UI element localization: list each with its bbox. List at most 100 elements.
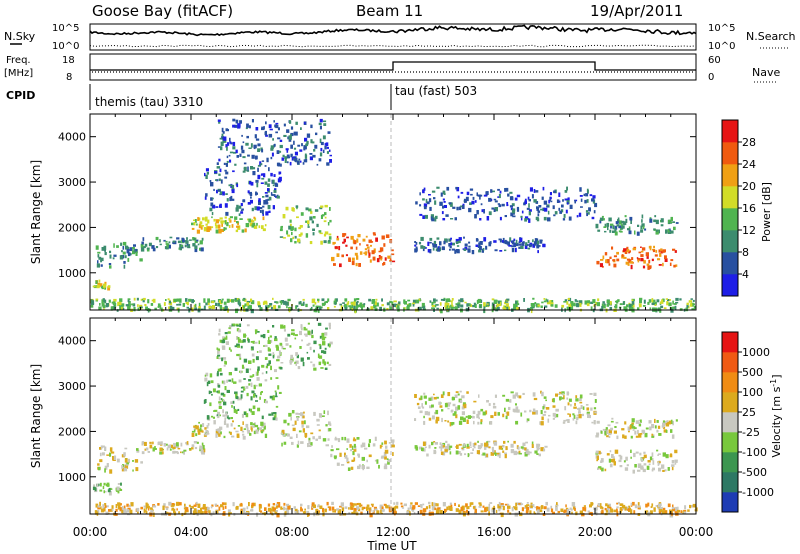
velocity-cell bbox=[137, 511, 139, 514]
power-cell bbox=[497, 203, 500, 205]
time-tick-label: 00:00 bbox=[679, 525, 714, 539]
power-cell bbox=[339, 303, 342, 306]
velocity-cell bbox=[533, 511, 535, 514]
power-cell bbox=[420, 245, 424, 249]
velocity-cell bbox=[329, 423, 332, 426]
velocity-cell bbox=[618, 501, 620, 505]
velocity-cell bbox=[642, 468, 646, 473]
velocity-cell bbox=[509, 400, 511, 403]
power-cell bbox=[157, 306, 160, 308]
power-cell bbox=[381, 298, 383, 302]
velocity-cell bbox=[605, 427, 608, 432]
power-cell bbox=[641, 250, 644, 253]
velocity-cell bbox=[370, 503, 374, 506]
velocity-cell bbox=[123, 467, 128, 472]
power-cell bbox=[532, 297, 535, 300]
velocity-cell bbox=[452, 413, 456, 416]
velocity-cell bbox=[193, 441, 198, 444]
velocity-cell bbox=[234, 367, 238, 371]
power-cell bbox=[313, 149, 316, 152]
velocity-cell bbox=[540, 390, 542, 394]
velocity-cell bbox=[104, 490, 107, 493]
power-cell bbox=[267, 188, 270, 192]
velocity-cell bbox=[644, 510, 649, 514]
velocity-cell bbox=[331, 445, 333, 448]
power-cell bbox=[675, 301, 679, 304]
velocity-cell bbox=[471, 416, 475, 419]
velocity-cell bbox=[227, 331, 231, 334]
velocity-cell bbox=[339, 452, 342, 457]
velocity-cell bbox=[580, 405, 583, 409]
velocity-cell bbox=[627, 508, 630, 511]
power-cell bbox=[636, 231, 640, 236]
velocity-cell bbox=[651, 457, 654, 461]
velocity-cell bbox=[566, 508, 570, 513]
power-cell bbox=[291, 157, 294, 161]
power-cell bbox=[224, 216, 227, 219]
noise-left-tick-top: 10^5 bbox=[52, 23, 79, 34]
power-cell bbox=[194, 240, 198, 243]
velocity-cell bbox=[380, 512, 383, 515]
power-cell bbox=[225, 193, 228, 195]
power-cell bbox=[272, 179, 275, 184]
velocity-cell bbox=[223, 399, 225, 403]
power-cell bbox=[211, 301, 215, 304]
velocity-cell bbox=[604, 507, 607, 511]
power-cell bbox=[434, 304, 437, 308]
power-cell bbox=[273, 305, 277, 310]
power-cell bbox=[673, 264, 676, 268]
power-cell bbox=[358, 263, 361, 267]
power-cell bbox=[656, 229, 658, 232]
velocity-cell bbox=[418, 397, 422, 401]
velocity-cell bbox=[491, 446, 494, 450]
power-cell bbox=[312, 304, 315, 307]
power-cell bbox=[250, 300, 255, 305]
power-cell bbox=[280, 163, 282, 167]
power-cell bbox=[488, 211, 492, 216]
power-cell bbox=[586, 303, 590, 307]
velocity-cell bbox=[384, 440, 387, 445]
power-cell bbox=[406, 304, 411, 307]
power-cell bbox=[617, 217, 620, 221]
velocity-cell bbox=[202, 448, 206, 453]
velocity-cell bbox=[507, 503, 510, 506]
power-cell bbox=[464, 301, 467, 304]
power-cell bbox=[270, 306, 273, 310]
freq-series-line bbox=[90, 61, 696, 71]
power-cell bbox=[278, 171, 282, 175]
power-cell bbox=[674, 250, 677, 253]
power-cell bbox=[328, 149, 331, 152]
power-cell bbox=[541, 196, 544, 200]
cpid-segment-2: tau (fast) 503 bbox=[395, 84, 477, 98]
power-cell bbox=[660, 305, 664, 309]
velocity-cell bbox=[661, 425, 664, 428]
velocity-cell bbox=[447, 420, 450, 423]
power-cell bbox=[198, 308, 201, 311]
velocity-cell bbox=[477, 445, 481, 449]
velocity-cell bbox=[456, 444, 459, 449]
velocity-cell bbox=[536, 443, 540, 448]
velocity-cell bbox=[478, 394, 480, 398]
velocity-cell bbox=[253, 384, 256, 390]
velocity-cell bbox=[279, 342, 283, 346]
power-cell bbox=[265, 194, 269, 198]
velocity-cell bbox=[308, 437, 311, 442]
power-cell bbox=[243, 305, 245, 310]
velocity-cell bbox=[337, 509, 342, 514]
velocity-cell bbox=[230, 349, 232, 352]
velocity-cell bbox=[196, 441, 199, 444]
velocity-cell bbox=[665, 454, 669, 459]
velocity-cell bbox=[300, 441, 304, 444]
velocity-cell bbox=[637, 502, 640, 507]
velocity-cell bbox=[454, 502, 456, 506]
velocity-cell bbox=[216, 356, 219, 359]
power-cell bbox=[658, 249, 661, 253]
power-cell bbox=[521, 241, 525, 246]
power-cell bbox=[415, 299, 420, 304]
power-cell bbox=[273, 120, 275, 123]
velocity-cell bbox=[250, 341, 254, 343]
velocity-cell bbox=[444, 508, 447, 512]
power-cell bbox=[423, 187, 426, 191]
power-cell bbox=[225, 171, 229, 175]
